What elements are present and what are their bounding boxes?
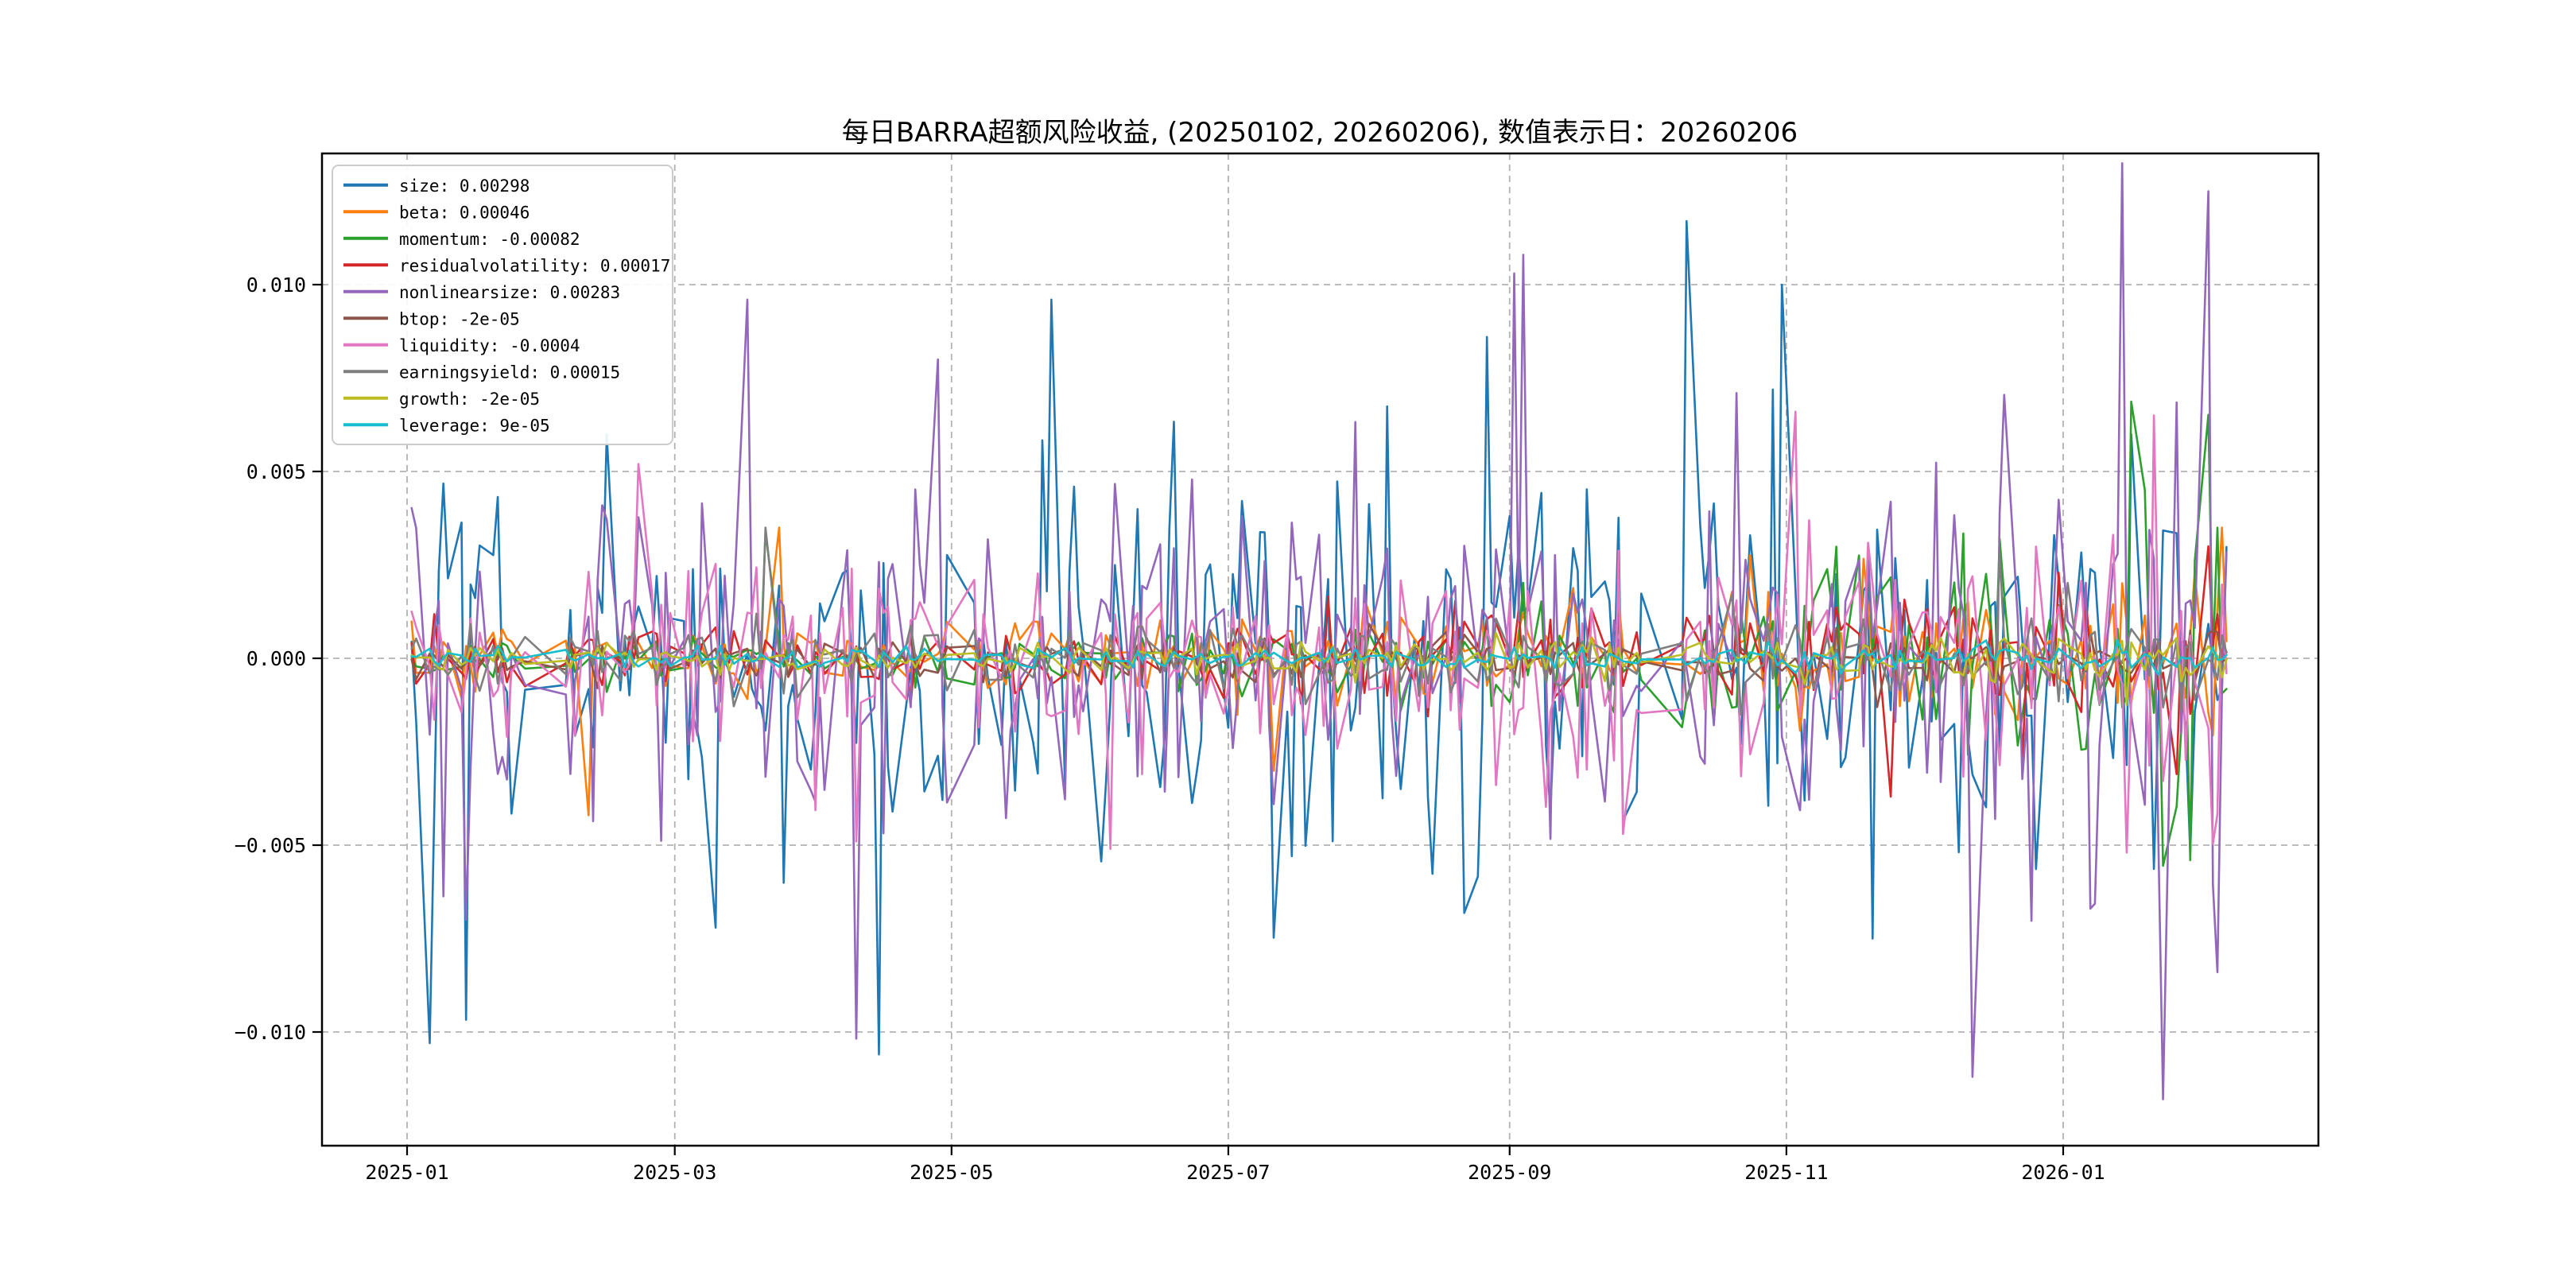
legend-box <box>332 165 673 445</box>
legend-label-momentum: momentum: -0.00082 <box>399 230 580 249</box>
y-tick-label: 0.000 <box>246 647 306 670</box>
legend-label-leverage: leverage: 9e-05 <box>399 416 550 435</box>
legend-label-liquidity: liquidity: -0.0004 <box>399 336 580 355</box>
y-tick-label: −0.010 <box>235 1021 306 1044</box>
y-axis-ticks: 0.010 0.005 0.000 −0.005 −0.010 <box>235 274 322 1044</box>
x-tick-label: 2025-09 <box>1468 1161 1551 1184</box>
series-line-earningsyield <box>410 526 2228 716</box>
series-line-nonlinearsize <box>410 162 2228 1100</box>
legend-label-earningsyield: earningsyield: 0.00015 <box>399 363 620 382</box>
x-tick-label: 2025-01 <box>365 1161 448 1184</box>
legend-label-beta: beta: 0.00046 <box>399 203 530 222</box>
y-tick-label: −0.005 <box>235 834 306 857</box>
x-tick-label: 2025-07 <box>1186 1161 1270 1184</box>
chart-title: 每日BARRA超额风险收益, (20250102, 20260206), 数值表… <box>842 117 1798 149</box>
series-lines <box>410 162 2228 1100</box>
y-tick-label: 0.005 <box>246 460 306 483</box>
legend-label-growth: growth: -2e-05 <box>399 390 540 409</box>
y-tick-label: 0.010 <box>246 274 306 297</box>
x-axis-ticks: 2025-01 2025-03 2025-05 2025-07 2025-09 2025-… <box>365 1146 2105 1184</box>
x-tick-label: 2025-05 <box>910 1161 993 1184</box>
legend: size: 0.00298 beta: 0.00046 momentum: -0.0… <box>332 165 673 445</box>
legend-label-btop: btop: -2e-05 <box>399 309 520 328</box>
legend-label-residualvolatility: residualvolatility: 0.00017 <box>399 256 670 275</box>
series-line-leverage <box>410 638 2228 677</box>
x-tick-label: 2025-03 <box>633 1161 716 1184</box>
x-tick-label: 2025-11 <box>1744 1161 1828 1184</box>
legend-label-size: size: 0.00298 <box>399 177 530 196</box>
x-tick-label: 2026-01 <box>2021 1161 2105 1184</box>
plot-border <box>320 152 2320 1147</box>
legend-label-nonlinearsize: nonlinearsize: 0.00283 <box>399 283 620 302</box>
